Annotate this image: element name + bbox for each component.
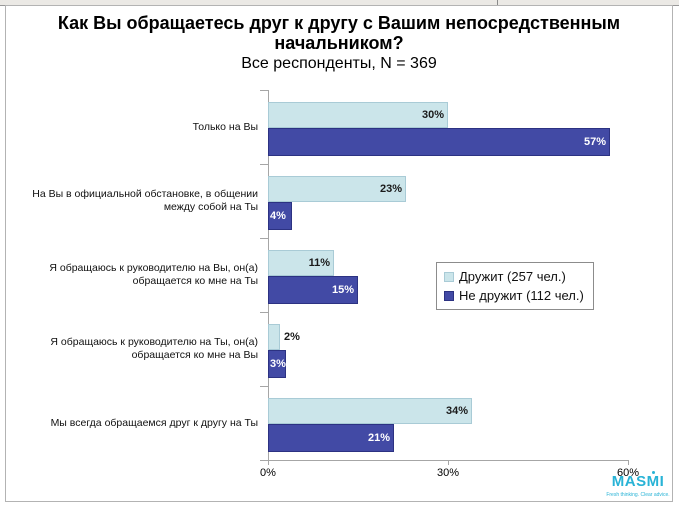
chart-title: Как Вы обращаетесь друг к другу с Вашим … (57, 13, 621, 53)
slide-canvas: Как Вы обращаетесь друг к другу с Вашим … (5, 5, 673, 502)
value-axis-label: 30% (436, 467, 460, 479)
value-label-series0-cat0: 30% (421, 109, 444, 121)
category-axis-tick (260, 460, 268, 461)
bar-chart-plot-area: Только на Вы 30% 57% На Вы в официальной об… (6, 6, 672, 501)
value-label-series1-cat3: 3% (270, 358, 286, 370)
value-axis-label: 60% (616, 467, 640, 479)
value-axis-tick (628, 461, 629, 465)
value-label-series0-cat4: 34% (445, 405, 468, 417)
legend-swatch-light-blue (444, 271, 454, 282)
value-label-series1-cat2: 15% (331, 284, 354, 296)
category-label: На Вы в официальной обстановке, в общени… (32, 188, 258, 213)
category-axis-tick (260, 386, 268, 387)
category-label: Мы всегда обращаемся друг к другу на Ты (50, 416, 258, 429)
legend: Дружит (257 чел.) Не дружит (112 чел.) (436, 262, 594, 310)
chart-category-row: Я обращаюсь к руководителю на Ты, он(а) … (6, 312, 672, 386)
chart-subtitle: Все респонденты, N = 369 (241, 55, 437, 72)
category-axis-tick (260, 238, 268, 239)
value-label-series0-cat2: 11% (308, 257, 330, 269)
chart-category-row: Только на Вы 30% 57% (6, 90, 672, 164)
masmi-logo: MASMI Fresh thinking. Clear advice. (603, 471, 673, 498)
category-axis-tick (260, 90, 268, 91)
value-axis-line (268, 460, 629, 461)
legend-item-ne-druzhit: Не дружит (112 чел.) (444, 288, 584, 303)
masmi-logo-dot-icon (651, 471, 655, 474)
category-label: Только на Вы (192, 120, 258, 133)
bar-series0-cat0 (268, 102, 448, 128)
bar-series0-cat1 (268, 176, 406, 202)
value-axis-label: 0% (260, 467, 276, 479)
bar-series0-cat3 (268, 324, 280, 350)
masmi-logo-text: MASMI (611, 471, 665, 490)
category-axis-tick (260, 312, 268, 313)
legend-item-druzhit: Дружит (257 чел.) (444, 269, 584, 284)
bar-series1-cat2 (268, 276, 358, 304)
bar-series1-cat4 (268, 424, 394, 452)
value-label-series1-cat4: 21% (367, 432, 390, 444)
chart-category-row: Я обращаюсь к руководителю на Вы, он(а) … (6, 238, 672, 312)
value-axis-tick (448, 461, 449, 465)
chart-category-row: На Вы в официальной обстановке, в общени… (6, 164, 672, 238)
value-label-series1-cat1: 4% (270, 210, 286, 222)
category-label: Я обращаюсь к руководителю на Ты, он(а) … (50, 336, 258, 361)
window-edge-divider (497, 0, 498, 5)
chart-category-row: Мы всегда обращаемся друг к другу на Ты 3… (6, 386, 672, 460)
legend-label: Не дружит (112 чел.) (459, 288, 584, 303)
category-label: Я обращаюсь к руководителю на Вы, он(а) … (49, 262, 258, 287)
value-label-series0-cat1: 23% (379, 183, 402, 195)
legend-swatch-dark-blue (444, 290, 454, 301)
legend-label: Дружит (257 чел.) (459, 269, 566, 284)
bar-series0-cat4 (268, 398, 472, 424)
bar-series1-cat3 (268, 350, 286, 378)
value-axis-tick (268, 461, 269, 465)
value-label-series0-cat3: 2% (284, 331, 300, 343)
masmi-tagline: Fresh thinking. Clear advice. (606, 492, 670, 498)
bar-series1-cat0 (268, 128, 610, 156)
bar-series0-cat2 (268, 250, 334, 276)
bar-series1-cat1 (268, 202, 292, 230)
category-axis-tick (260, 164, 268, 165)
value-label-series1-cat0: 57% (583, 136, 606, 148)
